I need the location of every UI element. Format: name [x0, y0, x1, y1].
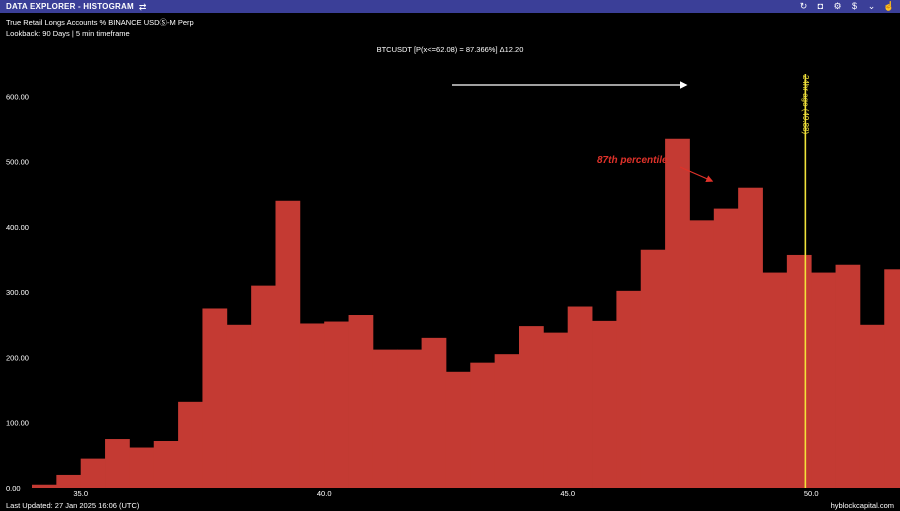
- histogram-bar: [859, 324, 885, 488]
- histogram-bar: [762, 272, 788, 488]
- histogram-bar: [713, 208, 739, 488]
- y-tick-label: 300.00: [6, 288, 29, 297]
- percentile-label: 87th percentile: [597, 155, 668, 166]
- camera-icon[interactable]: ◘: [817, 1, 824, 11]
- histogram-bar: [592, 320, 617, 488]
- histogram-bar: [397, 349, 422, 488]
- histogram-bar: [786, 254, 812, 488]
- histogram-bars: [32, 138, 900, 488]
- histogram-bar: [129, 447, 155, 488]
- swap-icon[interactable]: ⇄: [138, 1, 147, 12]
- x-tick-label: 50.0: [804, 489, 819, 498]
- y-tick-label: 200.00: [6, 353, 29, 362]
- titlebar-icons: ↻ ◘ ⚙ $ ⌄ ☝: [798, 1, 895, 12]
- histogram-bar: [56, 474, 82, 488]
- histogram-bar: [640, 249, 666, 488]
- lookback-label: Lookback: 90 Days | 5 min timeframe: [6, 29, 130, 38]
- window-title: DATA EXPLORER - HISTOGRAM: [6, 2, 134, 11]
- histogram-bar: [80, 458, 106, 488]
- percentile-arrow: [679, 166, 714, 182]
- histogram-bar: [445, 371, 471, 488]
- histogram-bar: [178, 401, 203, 488]
- chevron-down-icon[interactable]: ⌄: [867, 1, 876, 11]
- brand-label: hyblockcapital.com: [830, 501, 894, 510]
- y-tick-label: 500.00: [6, 158, 29, 167]
- x-tick-label: 40.0: [317, 489, 332, 498]
- histogram-bar: [251, 285, 276, 488]
- histogram-bar: [372, 349, 398, 488]
- histogram-bar: [153, 441, 179, 488]
- histogram-bar: [324, 321, 349, 488]
- histogram-bar: [421, 337, 447, 488]
- x-tick-label: 45.0: [560, 489, 575, 498]
- histogram-bar: [567, 306, 593, 488]
- histogram-bar: [738, 187, 763, 488]
- y-tick-label: 0.00: [6, 484, 21, 493]
- histogram-bar: [470, 362, 496, 488]
- histogram-bar: [616, 290, 642, 488]
- y-tick-label: 400.00: [6, 223, 29, 232]
- histogram-bar: [494, 354, 520, 488]
- histogram-bar: [32, 484, 57, 488]
- percentile-stat: BTCUSDT [P(x<=62.08) = 87.366%] Δ12.20: [376, 45, 524, 54]
- histogram-bar: [543, 332, 569, 488]
- histogram-bar: [105, 439, 130, 488]
- chart-subtitle: True Retail Longs Accounts % BINANCE USD…: [6, 18, 194, 27]
- y-tick-label: 100.00: [6, 419, 29, 428]
- last-updated: Last Updated: 27 Jan 2025 16:06 (UTC): [6, 501, 140, 510]
- gear-icon[interactable]: ⚙: [833, 1, 842, 11]
- histogram-bar: [884, 269, 900, 488]
- histogram-bar: [299, 323, 325, 488]
- title-bar: DATA EXPLORER - HISTOGRAM ⇄ ↻ ◘ ⚙ $ ⌄ ☝: [0, 0, 900, 13]
- y-axis: 0.00 100.00 200.00 300.00 400.00 500.00 600.00: [6, 92, 29, 493]
- histogram-bar: [275, 200, 301, 488]
- histogram-bar: [689, 220, 715, 488]
- annotation-group: 87th percentile: [452, 81, 714, 182]
- histogram-bar: [835, 264, 861, 488]
- cursor-icon[interactable]: ☝: [883, 1, 895, 11]
- dollar-icon[interactable]: $: [851, 1, 857, 11]
- histogram-bar: [665, 138, 690, 488]
- x-tick-label: 35.0: [73, 489, 88, 498]
- x-axis: 35.040.045.050.055.060.065.0: [73, 489, 819, 498]
- histogram-bar: [226, 324, 252, 488]
- y-tick-label: 600.00: [6, 92, 29, 101]
- histogram-bar: [811, 272, 836, 488]
- refresh-icon[interactable]: ↻: [799, 1, 808, 11]
- marker-lines: 24hr ago (49.88)Current (62.08): [801, 74, 810, 488]
- histogram-bar: [348, 315, 374, 488]
- past-value-label: 24hr ago (49.88): [801, 75, 810, 134]
- histogram-bar: [202, 308, 228, 488]
- histogram-bar: [519, 326, 544, 488]
